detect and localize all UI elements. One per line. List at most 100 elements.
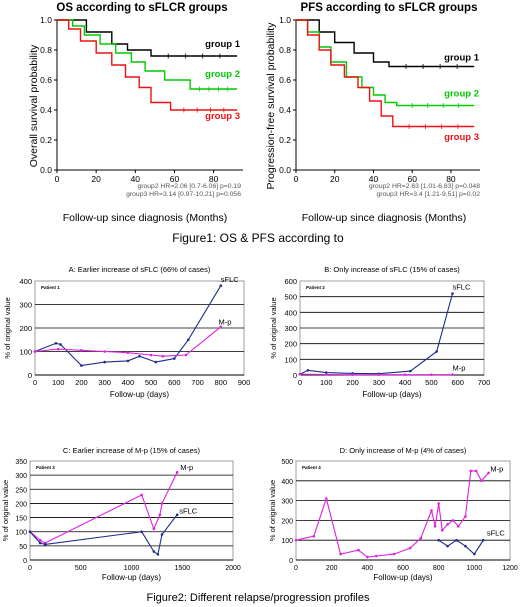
series-1-label: sFLC	[452, 283, 471, 292]
figure1-caption: Figure1: OS & PFS according to	[172, 231, 344, 245]
x-tick-label: 0	[294, 174, 299, 184]
os-stat-2: group3 HR=3.14 [0.97-10.21] p=0.056	[126, 191, 241, 198]
x-tick-label: 200	[346, 378, 359, 387]
plot-frame	[295, 460, 511, 561]
x-axis-label: Follow-up (days)	[373, 573, 432, 582]
series-1-point	[374, 554, 378, 558]
y-tick-label: 250	[15, 487, 27, 494]
series-2-point	[80, 349, 83, 352]
series-1-point	[152, 527, 156, 531]
y-tick-label: 0.6	[279, 75, 291, 85]
series-1-point	[430, 509, 433, 512]
series-3-label: group 3	[205, 111, 240, 122]
series-1-point	[451, 292, 454, 295]
series-2-point	[377, 373, 381, 376]
series-1-line	[296, 19, 475, 68]
patient-label: Patient 1	[41, 285, 60, 290]
x-tick-label: 100	[52, 378, 65, 387]
series-1-point	[103, 360, 106, 364]
series-1-point	[219, 284, 223, 288]
y-tick-label: 600	[284, 277, 297, 286]
series-1-point	[138, 354, 141, 358]
patient-label: Patient 3	[36, 465, 55, 470]
series-1-point	[312, 534, 316, 538]
series-2-point	[161, 354, 165, 358]
os-stat-1: group2 HR=2.06 [0.7-6.06] p=0.19	[137, 183, 241, 190]
x-tick-label: 600	[451, 378, 464, 387]
y-tick-label: 1.0	[279, 15, 291, 25]
y-tick-label: 100	[281, 538, 293, 545]
y-tick-label: 1.0	[40, 15, 52, 25]
series-2-point	[351, 373, 354, 376]
y-tick-label: 200	[281, 518, 293, 525]
x-tick-label: 2000	[225, 565, 241, 572]
y-tick-label: 0.0	[279, 165, 291, 175]
y-tick-label: 300	[284, 324, 297, 333]
series-1-label: M-p	[490, 464, 503, 473]
chart-5: 0 50 100 150 200 250 300 350 0 500 1000 1500 2000 C: …	[1, 446, 241, 582]
series-3-line	[57, 19, 238, 111]
series-2-label: sFLC	[179, 506, 198, 515]
series-1-point	[456, 525, 460, 528]
chart-title: A: Earlier increase of sFLC (66% of case…	[69, 265, 211, 274]
x-tick-label: 60	[170, 174, 180, 184]
series-1-point	[357, 548, 360, 552]
x-tick-label: 500	[75, 565, 87, 572]
x-tick-label: 400	[122, 378, 135, 387]
series-2-point	[103, 350, 106, 353]
x-tick-label: 600	[168, 378, 181, 387]
pfs-title: PFS according to sFLCR groups	[301, 2, 478, 14]
x-tick-label: 40	[369, 174, 379, 184]
series-2-line	[438, 539, 484, 555]
pfs-xlabel: Follow-up since diagnosis (Months)	[302, 212, 467, 224]
plot-frame	[29, 460, 234, 561]
x-axis-label: Follow-up (days)	[362, 390, 421, 399]
x-tick-label: 800	[433, 565, 445, 572]
y-tick-label: 0.4	[40, 105, 52, 115]
series-1-point	[487, 471, 490, 475]
series-1-point	[154, 360, 158, 364]
series-2-point	[403, 373, 407, 376]
x-tick-label: 900	[238, 378, 251, 387]
x-tick-label: 100	[320, 378, 333, 387]
os-ylabel: Overall survival probability	[28, 44, 40, 167]
series-1-point	[409, 369, 412, 373]
x-tick-label: 1000	[467, 565, 483, 572]
series-1-label: M-p	[180, 463, 193, 472]
series-1-point	[294, 538, 298, 542]
series-1-point	[339, 552, 342, 556]
series-3-line	[296, 19, 475, 128]
y-tick-label: 300	[15, 473, 27, 480]
y-tick-label: 200	[284, 340, 297, 349]
x-tick-label: 20	[330, 174, 340, 184]
chart-title: D: Only increase of M-p (4% of cases)	[340, 446, 467, 455]
series-1-line	[295, 470, 490, 558]
series-1-point	[160, 502, 164, 505]
series-2-point	[156, 553, 160, 556]
y-tick-label: 500	[284, 293, 297, 302]
x-tick-label: 20	[91, 174, 101, 184]
y-axis-label: % of original value	[268, 480, 277, 541]
series-1-point	[186, 338, 190, 342]
x-tick-label: 60	[407, 174, 417, 184]
series-1-label: group 1	[444, 53, 480, 64]
series-1-point	[464, 515, 467, 518]
y-tick-label: 300	[19, 301, 32, 310]
y-tick-label: 0.4	[279, 105, 291, 115]
series-2-point	[437, 538, 440, 542]
series-1-point	[433, 525, 437, 528]
series-1-line	[299, 293, 454, 375]
y-tick-label: 400	[19, 277, 32, 286]
series-2-label: group 2	[205, 69, 240, 80]
series-2-line	[299, 373, 453, 376]
series-1-point	[451, 519, 455, 522]
x-axis-label: Follow-up (days)	[110, 390, 169, 399]
os-xlabel: Follow-up since diagnosis (Months)	[63, 212, 228, 224]
pfs-ylabel: Progression-free survival probability	[265, 22, 277, 190]
x-tick-label: 400	[361, 565, 373, 572]
y-tick-label: 200	[15, 501, 27, 508]
series-2-point	[473, 552, 476, 556]
series-2-point	[219, 325, 223, 329]
x-tick-label: 40	[131, 174, 141, 184]
chart-3: 0 100 200 300 400 0 100 200 300 400 500 600 700 800 90…	[3, 265, 250, 399]
